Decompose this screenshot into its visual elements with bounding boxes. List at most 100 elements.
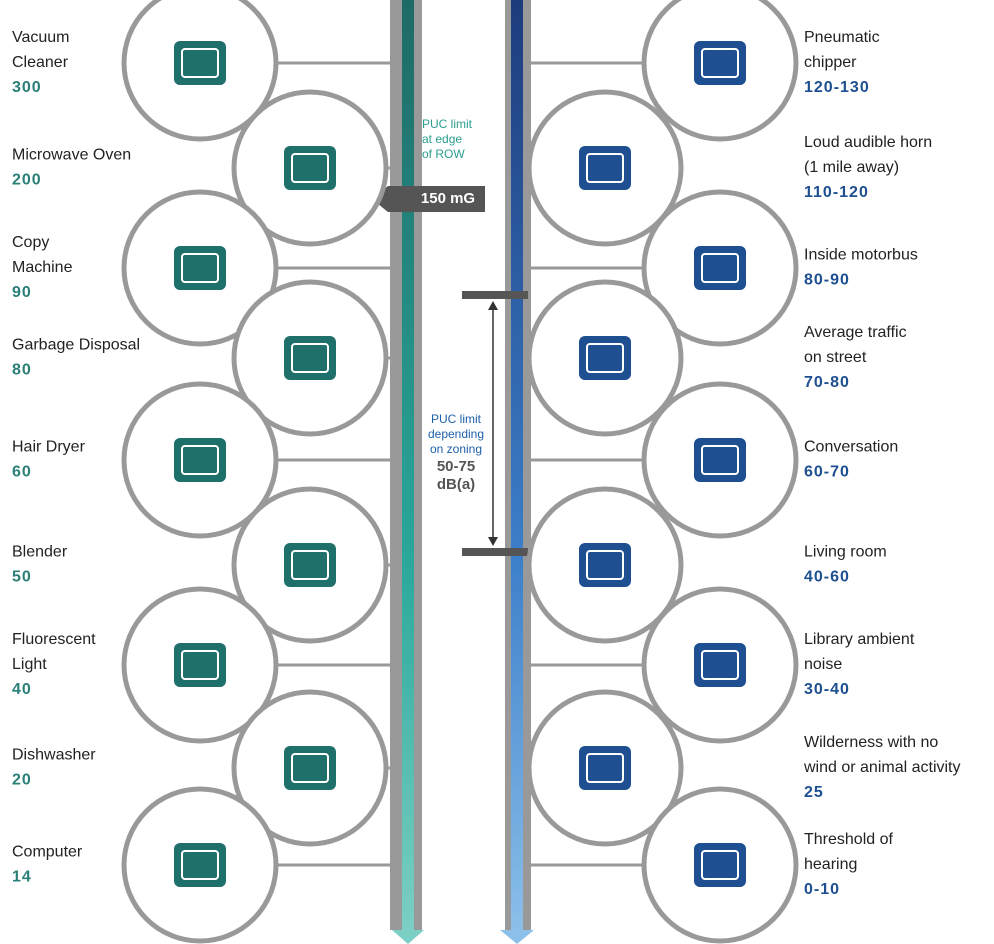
range-top: [462, 291, 528, 299]
icon-detail: [586, 343, 624, 373]
item-label: Blender: [12, 544, 68, 561]
item-label: Copy: [12, 234, 49, 251]
item-label: Conversation: [804, 439, 898, 456]
item-label: wind or animal activity: [803, 759, 961, 776]
item-label: on street: [804, 349, 867, 366]
item-label: Light: [12, 656, 47, 673]
icon-detail: [701, 253, 739, 283]
icon-detail: [586, 550, 624, 580]
icon: [284, 336, 336, 380]
item-value: 50: [12, 569, 32, 586]
item-label: noise: [804, 656, 842, 673]
range-arrow-down: [488, 537, 498, 546]
icon-detail: [701, 650, 739, 680]
annotation: of ROW: [422, 147, 465, 161]
item-label: Machine: [12, 259, 73, 276]
icon: [174, 438, 226, 482]
icon-detail: [291, 153, 329, 183]
icon: [579, 336, 631, 380]
icon-detail: [701, 445, 739, 475]
annotation: on zoning: [430, 442, 482, 456]
item-label: Average traffic: [804, 324, 907, 341]
item-label: Threshold of: [804, 831, 893, 848]
range-arrow-up: [488, 301, 498, 310]
item-value: 70-80: [804, 374, 850, 391]
item-value: 30-40: [804, 681, 850, 698]
item-value: 25: [804, 784, 824, 801]
item-label: Library ambient: [804, 631, 915, 648]
left-arrow: [392, 930, 424, 944]
item-label: Hair Dryer: [12, 439, 86, 456]
icon-detail: [181, 253, 219, 283]
icon-detail: [701, 48, 739, 78]
item-value: 300: [12, 79, 42, 96]
icon-detail: [291, 343, 329, 373]
item-label: (1 mile away): [804, 159, 899, 176]
icon-detail: [181, 445, 219, 475]
icon: [694, 246, 746, 290]
annotation-range: dB(a): [437, 476, 475, 493]
item-label: Garbage Disposal: [12, 337, 140, 354]
annotation-range: 50-75: [437, 458, 475, 475]
item-label: chipper: [804, 54, 857, 71]
item-label: Fluorescent: [12, 631, 96, 648]
annotation: PUC limit: [422, 117, 473, 131]
annotation: at edge: [422, 132, 462, 146]
item-label: Microwave Oven: [12, 147, 131, 164]
icon-detail: [181, 650, 219, 680]
icon: [174, 41, 226, 85]
icon-detail: [701, 850, 739, 880]
item-value: 20: [12, 772, 32, 789]
range-bottom: [462, 548, 528, 556]
icon: [284, 146, 336, 190]
icon-detail: [291, 753, 329, 783]
item-value: 60-70: [804, 464, 850, 481]
item-value: 120-130: [804, 79, 870, 96]
item-label: Inside motorbus: [804, 247, 918, 264]
callout-box: [372, 186, 485, 212]
icon-detail: [181, 48, 219, 78]
item-value: 200: [12, 172, 42, 189]
icon: [694, 843, 746, 887]
left-scale-fill: [402, 0, 414, 932]
annotation: depending: [428, 427, 484, 441]
item-label: Loud audible horn: [804, 134, 932, 151]
item-label: hearing: [804, 856, 857, 873]
right-arrow: [500, 930, 534, 944]
item-label: Pneumatic: [804, 29, 880, 46]
icon: [579, 746, 631, 790]
icon: [174, 246, 226, 290]
icon-detail: [181, 850, 219, 880]
item-label: Wilderness with no: [804, 734, 938, 751]
item-label: Dishwasher: [12, 747, 96, 764]
right-scale-fill: [511, 0, 523, 932]
item-label: Computer: [12, 844, 83, 861]
icon: [694, 438, 746, 482]
icon: [174, 643, 226, 687]
item-label: Cleaner: [12, 54, 69, 71]
item-value: 80: [12, 362, 32, 379]
item-value: 0-10: [804, 881, 840, 898]
icon: [694, 41, 746, 85]
item-label: Vacuum: [12, 29, 70, 46]
item-label: Living room: [804, 544, 887, 561]
item-value: 40: [12, 681, 32, 698]
icon: [174, 843, 226, 887]
icon-detail: [291, 550, 329, 580]
annotation: PUC limit: [431, 412, 482, 426]
item-value: 60: [12, 464, 32, 481]
item-value: 40-60: [804, 569, 850, 586]
callout-text: 150 mG: [421, 190, 475, 207]
item-value: 80-90: [804, 272, 850, 289]
item-value: 110-120: [804, 184, 869, 201]
icon: [284, 543, 336, 587]
icon: [284, 746, 336, 790]
icon: [579, 543, 631, 587]
icon: [579, 146, 631, 190]
item-value: 90: [12, 284, 32, 301]
icon-detail: [586, 153, 624, 183]
item-value: 14: [12, 869, 32, 886]
icon: [694, 643, 746, 687]
icon-detail: [586, 753, 624, 783]
